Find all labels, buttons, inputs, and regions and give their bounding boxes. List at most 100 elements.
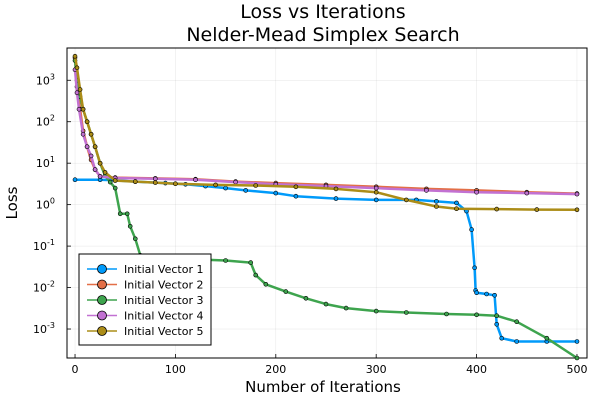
series-point — [92, 144, 98, 149]
legend-label: Initial Vector 4 — [124, 310, 203, 323]
series-point — [343, 305, 349, 311]
legend-item: Initial Vector 3 — [87, 294, 203, 307]
series-point — [102, 170, 108, 175]
legend: Initial Vector 1 Initial Vector 2 Initial … — [78, 253, 212, 346]
legend-marker — [97, 264, 107, 274]
series-point — [133, 236, 138, 242]
y-tick-exponent: 0 — [50, 197, 55, 206]
y-tick-label: 101 — [36, 155, 55, 170]
y-tick-exponent: 1 — [50, 155, 55, 164]
legend-marker — [97, 326, 107, 336]
series-point — [514, 319, 520, 325]
x-tick-label: 0 — [72, 363, 79, 376]
x-axis-label: Number of Iterations — [245, 378, 401, 396]
series-point — [273, 190, 279, 196]
y-tick-base: 10 — [36, 199, 50, 212]
series-point — [84, 119, 90, 124]
series-5 — [72, 53, 580, 213]
series-point — [574, 191, 580, 197]
series-point — [534, 207, 540, 212]
y-axis-label: Loss — [3, 186, 21, 219]
plot-area-frame — [66, 47, 588, 359]
series-point — [253, 183, 258, 188]
legend-label: Initial Vector 1 — [124, 263, 203, 276]
series-point — [253, 272, 258, 278]
series-point — [74, 90, 80, 95]
x-tick-label: 100 — [165, 363, 186, 376]
series-point — [499, 335, 505, 341]
series-point — [248, 260, 253, 265]
series-point — [469, 227, 474, 232]
series-point — [454, 206, 459, 211]
y-tick-base: 10 — [36, 116, 50, 129]
series-point — [213, 182, 218, 188]
legend-item: Initial Vector 1 — [87, 263, 203, 276]
series-point — [434, 204, 439, 209]
series-point — [243, 188, 248, 193]
series-point — [434, 199, 439, 204]
y-tick-base: 10 — [33, 240, 47, 253]
y-tick-exponent: -2 — [47, 280, 55, 289]
series-point — [88, 131, 94, 137]
series-point — [544, 335, 550, 341]
y-tick-exponent: 2 — [50, 114, 55, 123]
series-point — [72, 53, 78, 59]
series-point — [263, 281, 269, 287]
series-point — [293, 184, 299, 190]
series-point — [303, 295, 309, 301]
series-point — [373, 189, 379, 195]
series-point — [293, 193, 299, 199]
series-point — [97, 174, 103, 179]
series-point — [84, 144, 90, 149]
series-point — [574, 339, 580, 344]
series-point — [403, 197, 409, 203]
legend-marker — [97, 279, 107, 290]
y-tick-label: 100 — [36, 197, 55, 212]
x-tick-label: 200 — [265, 363, 286, 376]
series-point — [153, 176, 158, 182]
y-tick-exponent: -3 — [47, 321, 55, 330]
series-point — [112, 178, 118, 183]
series-point — [107, 179, 113, 185]
y-tick-base: 10 — [33, 323, 47, 336]
series-point — [76, 106, 82, 112]
series-point — [373, 197, 379, 203]
series-point — [97, 160, 103, 166]
y-tick-label: 10-3 — [33, 321, 55, 336]
series-point — [117, 211, 123, 217]
series-point — [373, 308, 379, 314]
series-point — [403, 310, 409, 315]
series-point — [474, 189, 479, 195]
series-point — [283, 289, 289, 294]
series-point — [92, 167, 98, 172]
series-point — [193, 177, 198, 182]
y-tick-base: 10 — [36, 157, 50, 170]
legend-item: Initial Vector 4 — [87, 310, 203, 323]
series-point — [373, 185, 379, 191]
series-point — [124, 211, 130, 217]
series-point — [77, 87, 83, 92]
y-tick-label: 10-1 — [33, 238, 55, 253]
series-point — [223, 185, 228, 191]
series-point — [472, 265, 477, 271]
series-point — [80, 106, 86, 112]
series-point — [72, 177, 78, 182]
x-tick-label: 400 — [466, 363, 487, 376]
series-point — [454, 200, 459, 206]
y-tick-exponent: 3 — [50, 72, 55, 81]
y-tick-label: 102 — [36, 114, 55, 129]
series-point — [474, 312, 479, 318]
series-point — [74, 65, 80, 71]
series-point — [223, 258, 228, 263]
series-point — [574, 207, 580, 213]
legend-label: Initial Vector 5 — [124, 325, 203, 338]
series-point — [112, 185, 118, 191]
series-point — [153, 180, 158, 185]
series-point — [173, 181, 178, 186]
series-point — [424, 188, 429, 193]
series-point — [474, 290, 479, 296]
x-tick-label: 500 — [566, 363, 587, 376]
y-tick-label: 103 — [36, 72, 55, 87]
series-point — [127, 224, 133, 229]
